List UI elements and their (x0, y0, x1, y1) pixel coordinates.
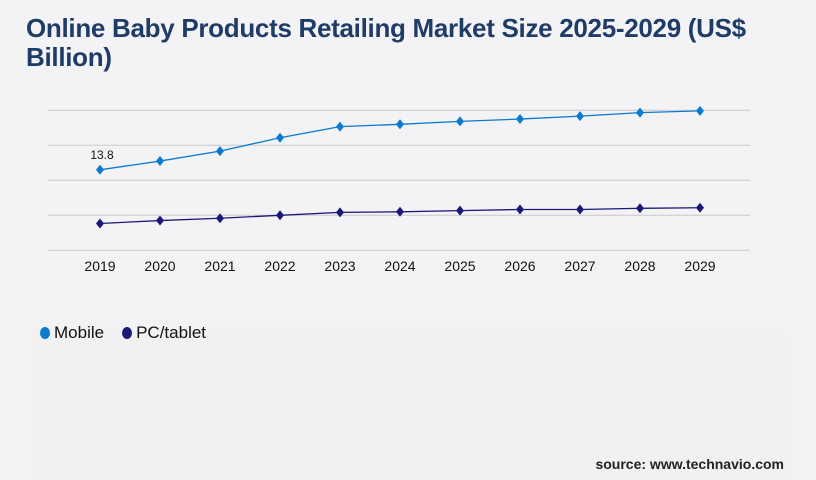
data-point-pc-tablet (516, 204, 524, 215)
x-tick-label: 2024 (384, 258, 415, 274)
x-tick-label: 2026 (504, 258, 535, 274)
legend: Mobile PC/tablet (40, 323, 224, 343)
data-point-pc-tablet (216, 213, 224, 224)
data-point-mobile (516, 114, 524, 125)
chart-title: Online Baby Products Retailing Market Si… (26, 13, 746, 72)
legend-label-pc-tablet: PC/tablet (136, 323, 207, 342)
x-tick-label: 2019 (84, 258, 115, 274)
data-point-mobile (456, 116, 464, 127)
data-point-mobile (696, 105, 704, 116)
data-point-pc-tablet (276, 210, 284, 221)
x-tick-label: 2021 (204, 258, 235, 274)
x-tick-label: 2020 (144, 258, 175, 274)
data-point-pc-tablet (456, 205, 464, 216)
x-tick-label: 2028 (624, 258, 655, 274)
legend-item-mobile: Mobile (40, 323, 104, 343)
data-point-pc-tablet (576, 204, 584, 215)
x-tick-label: 2022 (264, 258, 295, 274)
data-point-mobile (216, 146, 224, 157)
data-point-mobile (336, 121, 344, 132)
x-tick-label: 2023 (324, 258, 355, 274)
x-tick-label: 2029 (684, 258, 715, 274)
data-point-pc-tablet (396, 206, 404, 217)
x-tick-label: 2027 (564, 258, 595, 274)
lower-panel (32, 330, 790, 480)
legend-label-mobile: Mobile (54, 323, 105, 342)
data-point-mobile (396, 119, 404, 130)
source-note: source: www.technavio.com (595, 456, 784, 472)
data-point-mobile (576, 111, 584, 122)
data-label: 13.8 (90, 148, 114, 162)
data-point-pc-tablet (636, 203, 644, 214)
data-point-mobile (96, 164, 104, 175)
x-tick-label: 2025 (444, 258, 475, 274)
data-point-mobile (156, 156, 164, 167)
legend-item-pc-tablet: PC/tablet (122, 323, 206, 343)
legend-marker-pc-tablet (122, 327, 133, 339)
data-point-pc-tablet (336, 207, 344, 218)
data-point-pc-tablet (696, 202, 704, 213)
data-point-mobile (636, 107, 644, 118)
legend-marker-mobile (40, 327, 50, 339)
data-point-mobile (276, 132, 284, 143)
data-point-pc-tablet (156, 215, 164, 226)
data-point-pc-tablet (96, 218, 104, 229)
